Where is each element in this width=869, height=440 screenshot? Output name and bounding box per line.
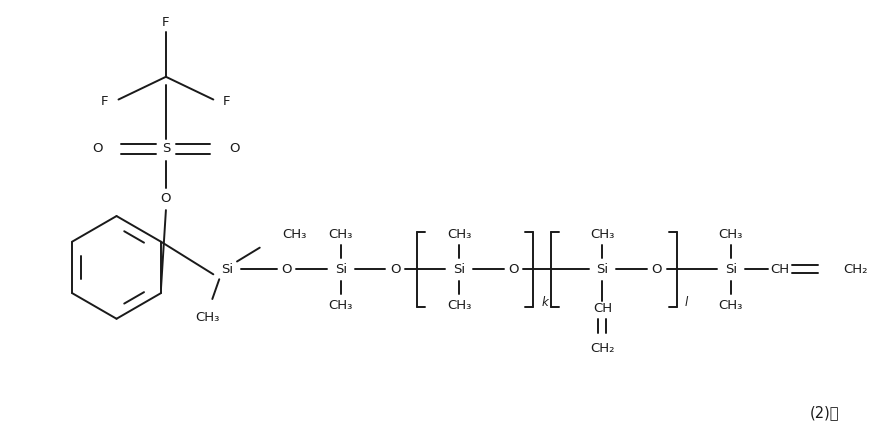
Text: l: l (685, 297, 687, 309)
Text: CH₃: CH₃ (447, 228, 471, 241)
Text: F: F (163, 16, 169, 29)
Text: k: k (541, 297, 548, 309)
Text: CH₃: CH₃ (590, 228, 614, 241)
Text: CH₃: CH₃ (719, 228, 743, 241)
Text: O: O (229, 143, 240, 155)
Text: (2)。: (2)。 (810, 405, 839, 420)
Text: CH₃: CH₃ (328, 300, 353, 312)
Text: O: O (390, 263, 401, 276)
Text: Si: Si (221, 263, 233, 276)
Text: CH₃: CH₃ (328, 228, 353, 241)
Text: CH₃: CH₃ (447, 300, 471, 312)
Text: Si: Si (453, 263, 465, 276)
Text: F: F (223, 95, 230, 108)
Text: Si: Si (596, 263, 608, 276)
Text: CH₃: CH₃ (719, 300, 743, 312)
Text: O: O (92, 143, 103, 155)
Text: O: O (282, 263, 292, 276)
Text: Si: Si (725, 263, 737, 276)
Text: F: F (101, 95, 109, 108)
Text: CH: CH (593, 302, 612, 315)
Text: CH₂: CH₂ (844, 263, 868, 276)
Text: Si: Si (335, 263, 347, 276)
Text: CH₂: CH₂ (590, 342, 614, 355)
Text: O: O (508, 263, 519, 276)
Text: O: O (652, 263, 662, 276)
Text: S: S (162, 143, 170, 155)
Text: CH₃: CH₃ (196, 311, 220, 324)
Text: O: O (161, 192, 171, 205)
Text: CH: CH (771, 263, 790, 276)
Text: CH₃: CH₃ (282, 228, 307, 241)
